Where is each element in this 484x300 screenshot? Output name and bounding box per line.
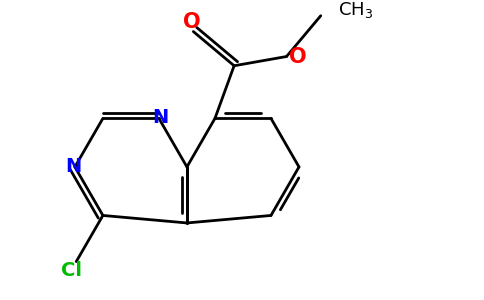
Text: O: O: [182, 12, 200, 32]
Text: Cl: Cl: [61, 261, 82, 280]
Text: N: N: [153, 108, 169, 127]
Text: N: N: [65, 158, 81, 176]
Text: O: O: [289, 46, 307, 67]
Text: CH$_3$: CH$_3$: [338, 0, 373, 20]
